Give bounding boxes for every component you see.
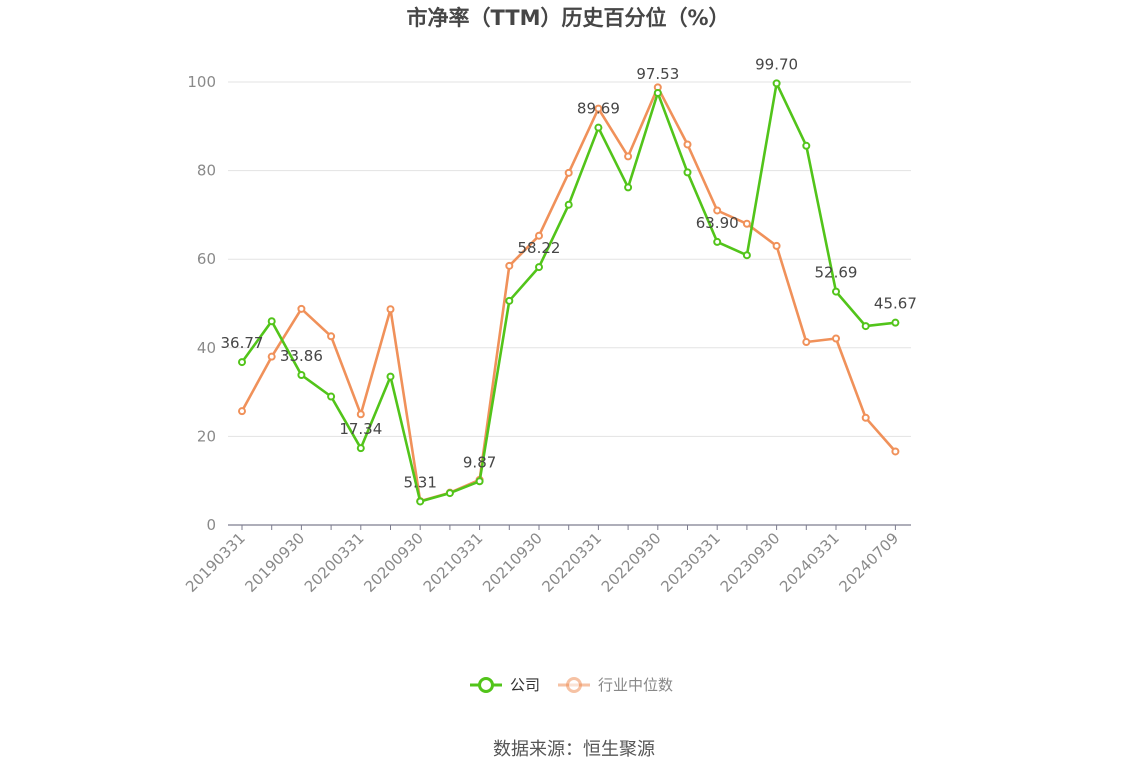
data-point[interactable] (417, 498, 423, 504)
legend-item-company[interactable]: 公司 (470, 676, 540, 694)
data-point[interactable] (388, 374, 394, 380)
series-line (242, 87, 895, 501)
x-tick-label: 20200930 (360, 529, 427, 596)
data-point[interactable] (892, 448, 898, 454)
data-point[interactable] (298, 372, 304, 378)
data-point[interactable] (536, 264, 542, 270)
data-label: 17.34 (339, 420, 382, 438)
data-label: 89.69 (577, 100, 620, 118)
data-point[interactable] (595, 125, 601, 131)
grid (228, 82, 911, 436)
y-tick-label: 0 (206, 516, 216, 534)
x-tick-label: 20220331 (539, 529, 606, 596)
data-point[interactable] (269, 354, 275, 360)
data-point[interactable] (536, 233, 542, 239)
source-note: 数据来源：恒生聚源 (493, 739, 655, 760)
data-point[interactable] (685, 169, 691, 175)
x-tick-label: 20190331 (182, 529, 249, 596)
data-point[interactable] (328, 394, 334, 400)
data-point[interactable] (358, 411, 364, 417)
data-point[interactable] (714, 207, 720, 213)
data-point[interactable] (892, 320, 898, 326)
data-point[interactable] (477, 478, 483, 484)
data-point[interactable] (833, 289, 839, 295)
data-label: 58.22 (518, 239, 561, 257)
chart-title: 市净率（TTM）历史百分位（%） (406, 6, 729, 30)
data-point[interactable] (506, 263, 512, 269)
data-point[interactable] (506, 298, 512, 304)
y-tick-label: 20 (197, 427, 216, 445)
data-label: 99.70 (755, 55, 798, 73)
legend-label: 行业中位数 (598, 676, 673, 694)
data-point[interactable] (714, 239, 720, 245)
legend[interactable]: 公司 行业中位数 (470, 676, 673, 694)
data-point[interactable] (625, 153, 631, 159)
x-tick-label: 20210331 (420, 529, 487, 596)
series-line (242, 83, 895, 501)
data-point[interactable] (774, 243, 780, 249)
data-point[interactable] (655, 90, 661, 96)
data-point[interactable] (803, 339, 809, 345)
legend-label: 公司 (510, 676, 540, 694)
series-industry-median (239, 84, 898, 504)
data-point[interactable] (447, 490, 453, 496)
data-labels: 36.77 33.86 17.34 5.31 9.87 58.22 89.69 97.53 63… (221, 55, 917, 491)
data-label: 52.69 (815, 264, 858, 282)
data-label: 63.90 (696, 214, 739, 232)
data-label: 33.86 (280, 347, 323, 365)
x-axis: 2019033120190930202003312020093020210331… (182, 525, 911, 596)
legend-item-industry-median[interactable]: 行业中位数 (558, 676, 673, 694)
x-tick-label: 20240709 (836, 529, 903, 596)
data-point[interactable] (863, 323, 869, 329)
data-point[interactable] (566, 202, 572, 208)
data-point[interactable] (744, 221, 750, 227)
data-point[interactable] (388, 306, 394, 312)
y-tick-label: 40 (197, 339, 216, 357)
series-layer (239, 80, 898, 504)
data-point[interactable] (685, 141, 691, 147)
data-point[interactable] (833, 335, 839, 341)
x-tick-label: 20200331 (301, 529, 368, 596)
x-tick-label: 20210930 (479, 529, 546, 596)
x-tick-label: 20240331 (776, 529, 843, 596)
x-tick-label: 20230331 (657, 529, 724, 596)
x-tick-label: 20190930 (242, 529, 309, 596)
data-point[interactable] (566, 170, 572, 176)
data-label: 5.31 (403, 473, 436, 491)
data-point[interactable] (803, 143, 809, 149)
y-tick-label: 80 (197, 162, 216, 180)
data-point[interactable] (328, 333, 334, 339)
x-tick-label: 20230930 (717, 529, 784, 596)
data-point[interactable] (239, 408, 245, 414)
data-point[interactable] (863, 415, 869, 421)
data-point[interactable] (239, 359, 245, 365)
data-point[interactable] (298, 306, 304, 312)
data-point[interactable] (269, 318, 275, 324)
data-label: 45.67 (874, 295, 917, 313)
data-point[interactable] (358, 445, 364, 451)
y-tick-label: 60 (197, 250, 216, 268)
data-point[interactable] (774, 80, 780, 86)
data-point[interactable] (744, 252, 750, 258)
legend-marker (568, 679, 581, 692)
data-point[interactable] (625, 184, 631, 190)
data-label: 97.53 (636, 65, 679, 83)
series-company (239, 80, 898, 504)
data-label: 9.87 (463, 453, 496, 471)
legend-marker (480, 679, 493, 692)
data-label: 36.77 (221, 334, 264, 352)
y-tick-label: 100 (187, 73, 216, 91)
x-tick-label: 20220930 (598, 529, 665, 596)
y-axis: 0 20 40 60 80 100 (187, 73, 216, 534)
